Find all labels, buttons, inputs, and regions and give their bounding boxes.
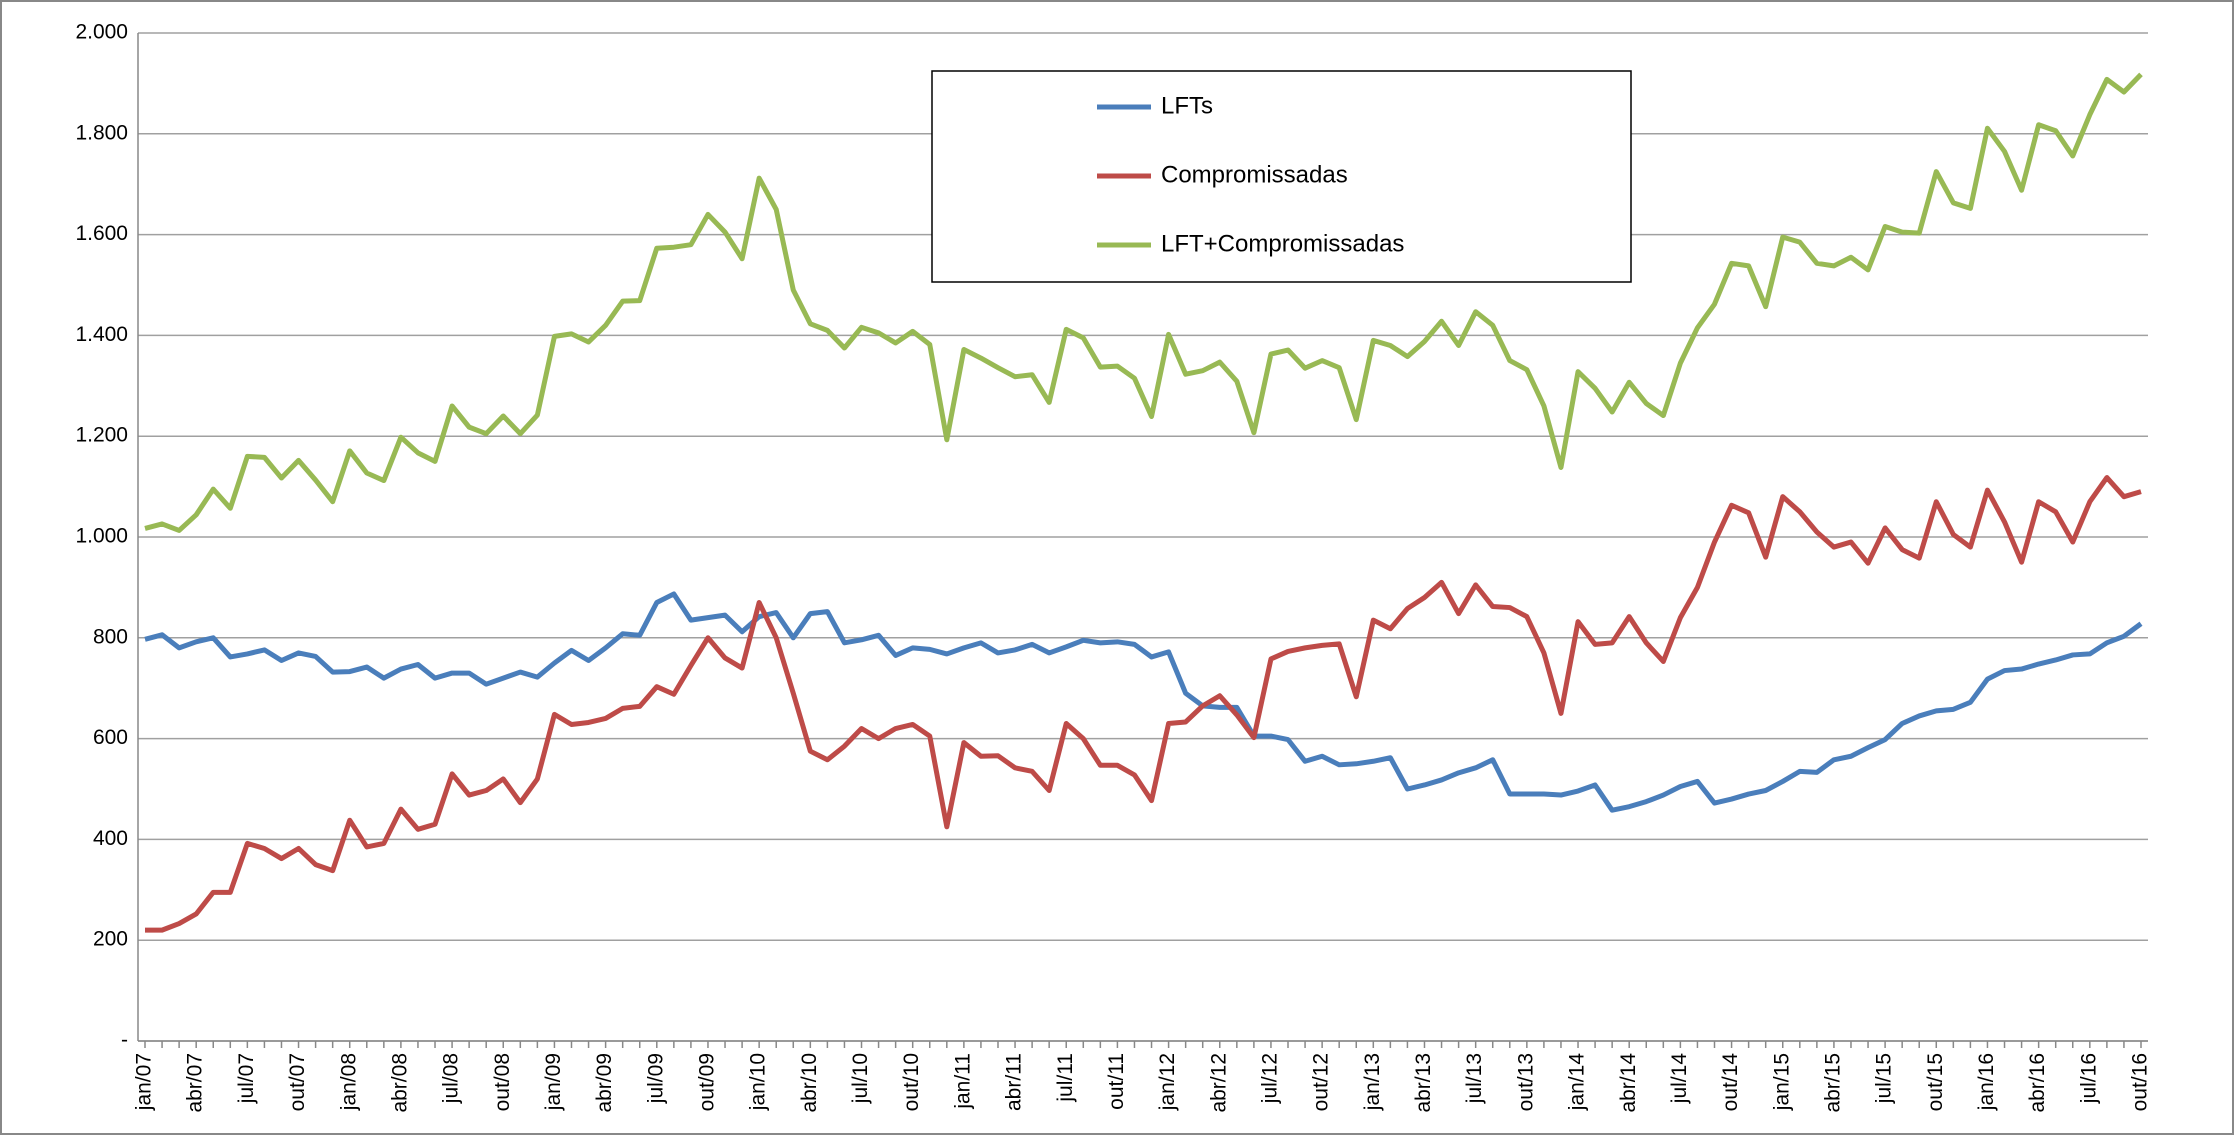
y-tick-label: 1.400 (75, 323, 128, 346)
x-tick-label: abr/16 (2026, 1053, 2049, 1113)
x-tick-label: jan/12 (1156, 1053, 1179, 1111)
x-tick-label: out/15 (1924, 1053, 1947, 1111)
x-tick-label: jan/13 (1361, 1053, 1384, 1111)
y-tick-label: 1.000 (75, 525, 128, 548)
x-tick-label: jan/09 (542, 1053, 565, 1111)
y-tick-label: 600 (93, 726, 128, 749)
x-tick-label: abr/13 (1412, 1053, 1435, 1113)
x-tick-label: jul/09 (644, 1053, 667, 1104)
x-tick-label: out/14 (1719, 1053, 1742, 1112)
x-tick-label: jan/08 (337, 1053, 360, 1111)
x-tick-label: abr/11 (1003, 1053, 1026, 1111)
x-tick-label: out/13 (1514, 1053, 1537, 1111)
x-tick-label: jan/15 (1770, 1053, 1793, 1111)
x-tick-label: jan/16 (1975, 1053, 1998, 1111)
x-tick-label: jul/13 (1463, 1053, 1486, 1104)
y-tick-label: 200 (93, 928, 128, 951)
legend-label: LFT+Compromissadas (1161, 230, 1404, 257)
x-tick-label: out/10 (900, 1053, 923, 1111)
x-tick-label: jul/14 (1668, 1053, 1691, 1105)
x-tick-label: jan/14 (1566, 1053, 1589, 1112)
lines (144, 72, 2143, 933)
x-tick-label: out/09 (696, 1053, 719, 1111)
x-tick-label: abr/08 (388, 1053, 411, 1113)
y-tick-label: 400 (93, 827, 128, 850)
x-tick-label: jan/10 (747, 1053, 770, 1111)
legend-label: Compromissadas (1161, 161, 1348, 188)
axes: - 200 400 600 800 1.000 1.200 1.400 1.600 1.800 2.… (75, 21, 2151, 1113)
x-tick-label: jul/12 (1258, 1053, 1281, 1104)
x-tick-label: jul/15 (1873, 1053, 1896, 1104)
x-tick-label: abr/15 (1821, 1053, 1844, 1113)
y-tick-label: 1.800 (75, 121, 128, 144)
x-tick-label: jul/07 (235, 1053, 258, 1104)
x-tick-label: abr/10 (798, 1053, 821, 1113)
series-line (144, 591, 2143, 813)
series-line (144, 72, 2143, 533)
x-tick-label: jul/08 (440, 1053, 463, 1104)
x-tick-label: abr/12 (1207, 1053, 1230, 1113)
x-tick-label: out/16 (2129, 1053, 2152, 1111)
y-tick-label: - (121, 1029, 128, 1052)
legend-label: LFTs (1161, 92, 1213, 119)
x-tick-label: jul/11 (1054, 1053, 1077, 1103)
legend-box (931, 70, 1632, 283)
x-tick-label: jul/16 (2077, 1053, 2100, 1104)
x-tick-label: abr/07 (184, 1053, 207, 1113)
x-tick-label: jan/07 (133, 1053, 156, 1111)
legend: LFTs Compromissadas LFT+Compromissadas (931, 70, 1632, 283)
x-tick-label: jul/10 (849, 1053, 872, 1104)
x-tick-label: abr/14 (1617, 1053, 1640, 1113)
x-tick-label: out/08 (491, 1053, 514, 1111)
y-tick-label: 2.000 (75, 21, 128, 44)
y-tick-label: 800 (93, 625, 128, 648)
y-tick-label: 1.200 (75, 424, 128, 447)
x-tick-label: out/07 (286, 1053, 309, 1111)
x-tick-label: jan/11 (951, 1053, 974, 1110)
x-tick-label: out/11 (1105, 1053, 1128, 1110)
x-tick-label: abr/09 (593, 1053, 616, 1113)
x-tick-label: out/12 (1310, 1053, 1333, 1111)
y-tick-label: 1.600 (75, 222, 128, 245)
series-line (145, 475, 2142, 933)
